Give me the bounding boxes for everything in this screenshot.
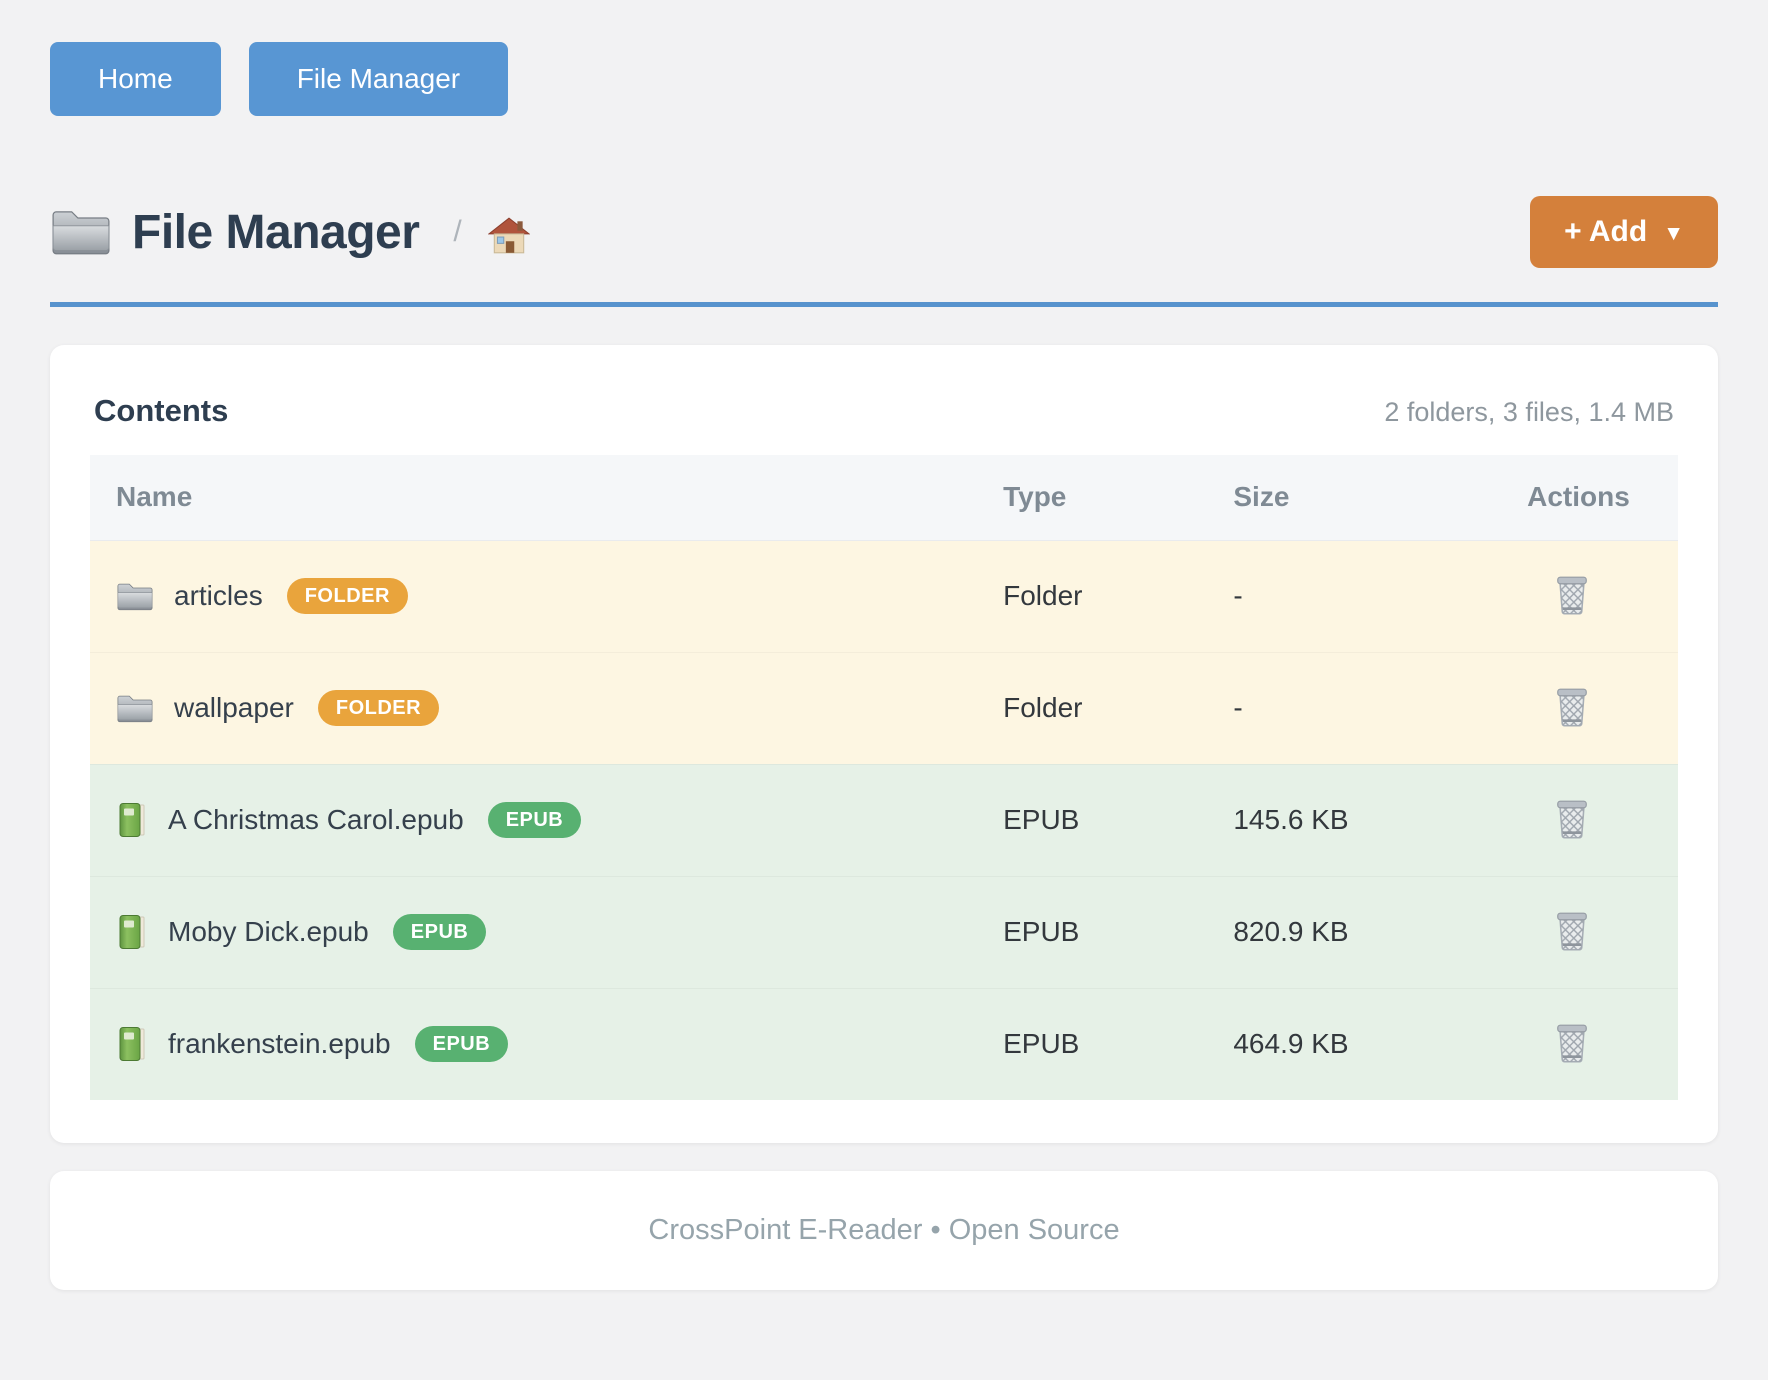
table-row: frankenstein.epub EPUB EPUB 464.9 KB: [90, 988, 1678, 1100]
file-size: 820.9 KB: [1233, 916, 1349, 947]
table-row: articles FOLDER Folder -: [90, 540, 1678, 652]
column-header-size: Size: [1233, 455, 1528, 541]
file-name[interactable]: A Christmas Carol.epub: [168, 804, 464, 835]
breadcrumb-separator: /: [453, 215, 462, 248]
file-table-body: articles FOLDER Folder -: [90, 540, 1678, 1100]
top-nav: Home File Manager: [50, 42, 1718, 116]
file-type: EPUB: [1003, 804, 1080, 835]
file-manager-page: Home File Manager File Manager /: [50, 42, 1718, 1290]
file-type: Folder: [1003, 580, 1083, 611]
add-button-label: + Add: [1564, 215, 1648, 248]
file-size: -: [1233, 580, 1243, 611]
delete-button[interactable]: [1549, 1017, 1595, 1069]
delete-button[interactable]: [1549, 905, 1595, 957]
type-badge: FOLDER: [286, 578, 408, 614]
header-divider: [50, 302, 1718, 307]
delete-button[interactable]: [1549, 569, 1595, 621]
type-badge: EPUB: [487, 802, 582, 838]
file-name[interactable]: articles: [174, 580, 263, 611]
table-row: wallpaper FOLDER Folder -: [90, 652, 1678, 764]
table-row: A Christmas Carol.epub EPUB EPUB 145.6 K…: [90, 764, 1678, 876]
file-name[interactable]: Moby Dick.epub: [168, 916, 369, 947]
file-size: 145.6 KB: [1233, 804, 1349, 835]
type-badge: FOLDER: [317, 690, 440, 726]
file-type: EPUB: [1003, 916, 1080, 947]
folder-icon: [116, 581, 154, 612]
folder-icon: [116, 693, 154, 724]
file-name[interactable]: frankenstein.epub: [168, 1028, 391, 1060]
caret-down-icon: ▼: [1663, 221, 1684, 245]
file-type: Folder: [1003, 692, 1083, 723]
page-header: File Manager / + Add ▼: [50, 196, 1718, 268]
type-badge: EPUB: [392, 914, 487, 950]
table-header-row: Name Type Size Actions: [90, 455, 1678, 541]
type-badge: EPUB: [414, 1026, 509, 1063]
page-title: File Manager: [132, 205, 420, 259]
delete-button[interactable]: [1549, 793, 1595, 845]
file-type: EPUB: [1003, 1028, 1080, 1060]
table-row: Moby Dick.epub EPUB EPUB 820.9 KB: [90, 876, 1678, 988]
home-icon[interactable]: [487, 211, 530, 254]
contents-summary: 2 folders, 3 files, 1.4 MB: [1384, 397, 1674, 427]
file-size: -: [1233, 692, 1243, 723]
home-button[interactable]: Home: [50, 42, 221, 116]
column-header-type: Type: [1003, 455, 1234, 541]
green-book-icon: [116, 914, 148, 950]
delete-button[interactable]: [1549, 681, 1595, 733]
file-name[interactable]: wallpaper: [174, 692, 294, 723]
footer-card: CrossPoint E-Reader • Open Source: [50, 1171, 1718, 1290]
add-button[interactable]: + Add ▼: [1530, 196, 1718, 268]
column-header-name: Name: [90, 455, 1004, 541]
file-table: Name Type Size Actions: [90, 455, 1678, 1100]
green-book-icon: [116, 1026, 148, 1062]
column-header-actions: Actions: [1527, 455, 1678, 541]
green-book-icon: [116, 802, 148, 838]
file-size: 464.9 KB: [1233, 1028, 1349, 1060]
contents-card: Contents 2 folders, 3 files, 1.4 MB Name…: [50, 345, 1718, 1143]
folder-icon: [50, 207, 112, 257]
contents-heading: Contents: [94, 393, 229, 428]
footer-text: CrossPoint E-Reader • Open Source: [648, 1214, 1120, 1246]
file-manager-button[interactable]: File Manager: [248, 42, 509, 116]
